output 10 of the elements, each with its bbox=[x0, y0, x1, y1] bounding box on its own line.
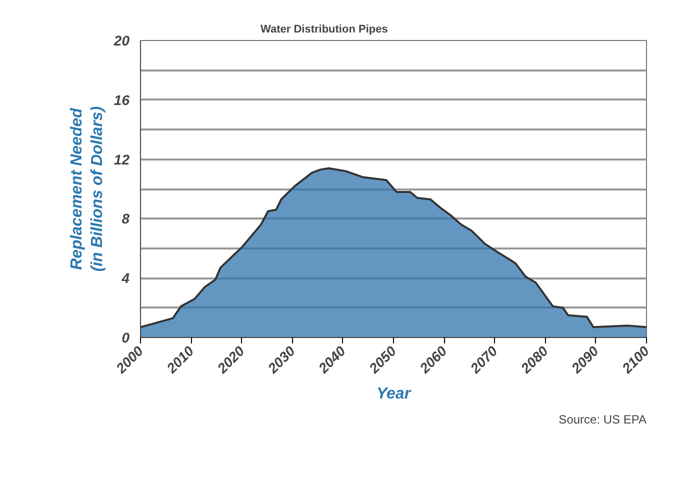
y-tick-label: 8 bbox=[122, 210, 130, 227]
chart-title: Water Distribution Pipes bbox=[260, 24, 388, 36]
y-tick-label: 16 bbox=[114, 92, 130, 108]
source-note: Source: US EPA bbox=[558, 412, 647, 426]
x-axis-title: Year bbox=[376, 386, 412, 403]
y-tick-label: 0 bbox=[122, 330, 130, 346]
y-tick-label: 20 bbox=[112, 32, 130, 48]
y-tick-label: 12 bbox=[114, 151, 130, 168]
y-tick-label: 4 bbox=[120, 270, 130, 286]
y-axis-title: Replacement Needed (in Billions of Dollars) bbox=[68, 106, 106, 272]
